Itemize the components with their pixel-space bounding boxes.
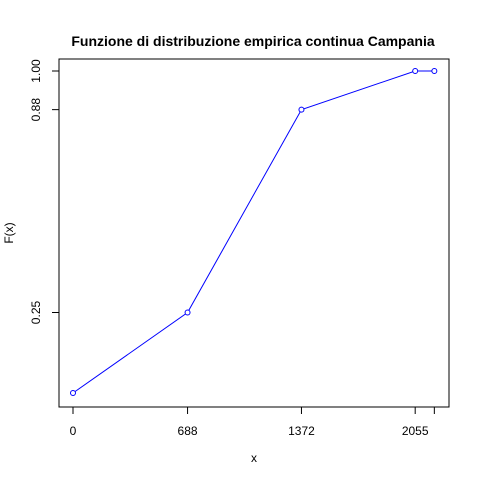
x-tick-label: 688 <box>178 424 198 438</box>
data-point <box>70 390 76 396</box>
y-axis-label: F(x) <box>2 222 16 243</box>
data-point <box>298 106 305 113</box>
data-point <box>184 309 191 316</box>
chart-title: Funzione di distribuzione empirica conti… <box>71 33 434 49</box>
data-point <box>431 68 438 74</box>
y-tick-label: 1.00 <box>29 59 43 83</box>
x-axis: 0 688 1372 2055 <box>70 406 435 438</box>
y-axis: 0.25 0.88 1.00 <box>29 59 59 324</box>
x-tick-label: 0 <box>70 424 77 438</box>
y-tick-label: 0.88 <box>29 98 43 122</box>
x-tick-label: 2055 <box>402 424 429 438</box>
y-tick-label: 0.25 <box>29 300 43 324</box>
series-layer <box>70 68 438 396</box>
x-tick-label: 1372 <box>288 424 315 438</box>
x-axis-label: x <box>251 451 257 465</box>
data-point <box>412 68 419 74</box>
